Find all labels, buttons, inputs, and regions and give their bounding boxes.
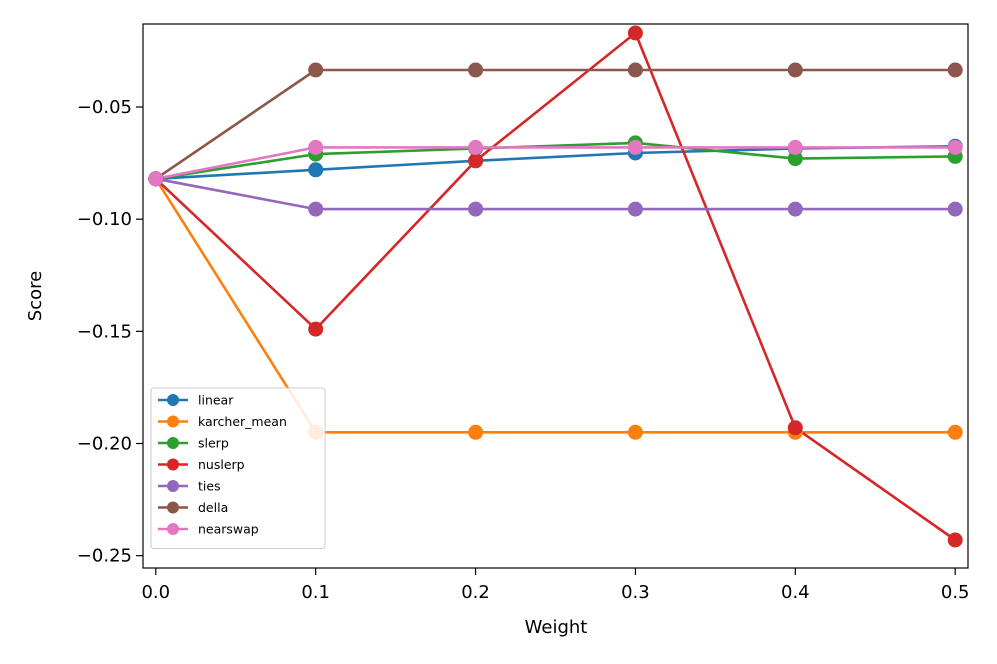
legend-box xyxy=(150,387,326,549)
y-axis-ticks: −0.05 −0.10 −0.15 −0.20 −0.25 xyxy=(77,97,143,567)
data-point-karcher_mean-5 xyxy=(947,424,963,440)
data-point-nearswap-1 xyxy=(308,139,324,155)
series-line-ties xyxy=(155,177,956,211)
data-point-nearswap-2 xyxy=(468,139,484,155)
data-point-ties-2 xyxy=(468,201,484,217)
y-tick-label: −0.25 xyxy=(77,546,132,567)
legend-swatch-marker xyxy=(167,437,179,449)
x-tick-label: 0.4 xyxy=(781,582,810,603)
x-tick-label: 0.5 xyxy=(941,582,970,603)
data-point-della-2 xyxy=(468,62,484,78)
data-point-ties-1 xyxy=(308,201,324,217)
data-point-slerp-4 xyxy=(787,151,803,167)
y-tick-label: −0.05 xyxy=(77,97,132,118)
data-point-linear-1 xyxy=(308,162,324,178)
legend-label-linear: linear xyxy=(198,393,234,408)
data-point-ties-5 xyxy=(947,201,963,217)
data-point-nearswap-0 xyxy=(148,171,164,187)
x-tick-label: 0.1 xyxy=(301,582,330,603)
data-point-ties-4 xyxy=(787,201,803,217)
y-tick-label: −0.15 xyxy=(77,321,132,342)
data-point-nearswap-3 xyxy=(627,139,643,155)
series-line-slerp xyxy=(155,141,956,181)
legend-swatch-marker xyxy=(167,394,179,406)
data-point-della-3 xyxy=(627,62,643,78)
series-line-nuslerp xyxy=(154,31,956,542)
legend-label-nearswap: nearswap xyxy=(198,522,259,537)
x-axis-title: Weight xyxy=(525,617,588,638)
plot-frame xyxy=(142,23,969,569)
data-point-della-1 xyxy=(308,62,324,78)
data-point-ties-3 xyxy=(627,201,643,217)
series-line-nearswap xyxy=(155,146,956,181)
legend-label-ties: ties xyxy=(198,479,221,494)
data-point-nuslerp-5 xyxy=(947,532,963,548)
data-point-nuslerp-2 xyxy=(468,153,484,169)
data-point-karcher_mean-3 xyxy=(627,424,643,440)
series-markers xyxy=(148,25,963,548)
legend-label-slerp: slerp xyxy=(198,436,229,451)
series-line-della xyxy=(155,68,956,180)
data-point-nuslerp-3 xyxy=(627,25,643,41)
y-tick-label: −0.20 xyxy=(77,433,132,454)
data-point-nuslerp-4 xyxy=(787,420,803,436)
legend-label-nuslerp: nuslerp xyxy=(198,457,245,472)
data-point-karcher_mean-2 xyxy=(468,424,484,440)
data-point-nearswap-5 xyxy=(947,139,963,155)
legend-swatch-marker xyxy=(167,501,179,514)
y-axis-title: Score xyxy=(25,271,46,321)
data-point-della-5 xyxy=(947,62,963,78)
legend-label-della: della xyxy=(198,500,228,515)
legend-swatch-marker xyxy=(167,415,179,428)
data-point-nuslerp-1 xyxy=(308,321,324,337)
data-point-della-4 xyxy=(787,62,803,78)
y-tick-label: −0.10 xyxy=(77,209,132,230)
x-axis-ticks: 0.0 0.1 0.2 0.3 0.4 0.5 xyxy=(141,568,970,603)
x-tick-label: 0.3 xyxy=(621,582,650,603)
x-tick-label: 0.0 xyxy=(141,582,170,603)
data-point-nearswap-4 xyxy=(787,139,803,155)
x-tick-label: 0.2 xyxy=(461,582,490,603)
legend-label-karcher_mean: karcher_mean xyxy=(198,414,287,429)
legend-swatch-marker xyxy=(167,458,179,471)
legend-swatch-marker xyxy=(167,480,179,492)
legend-swatch-marker xyxy=(167,523,179,535)
